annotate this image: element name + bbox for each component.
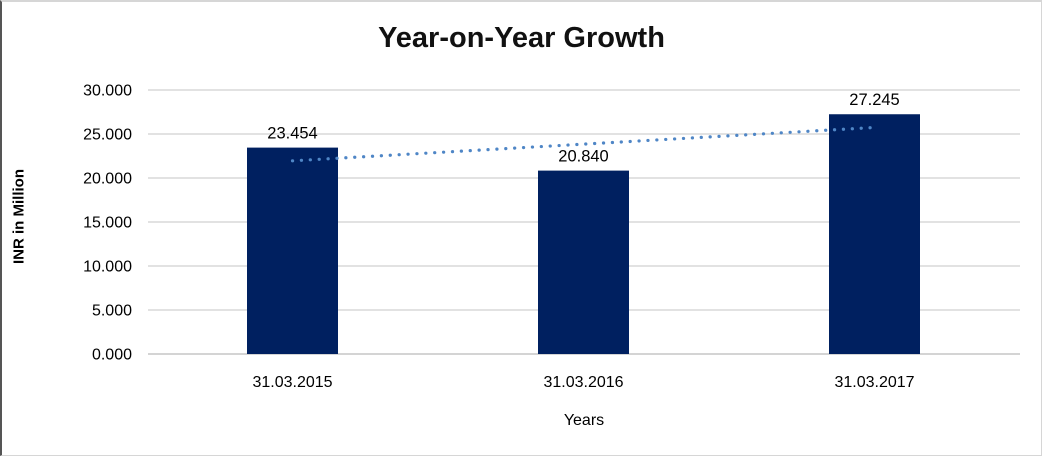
y-tick-label: 20.000: [83, 171, 132, 188]
y-tick-label: 15.000: [83, 215, 132, 232]
trendline: [290, 125, 877, 163]
y-tick-label: 5.000: [92, 303, 132, 320]
bar: [247, 147, 338, 354]
y-tick-label: 25.000: [83, 127, 132, 144]
y-tick-label: 10.000: [83, 259, 132, 276]
x-tick-label: 31.03.2016: [543, 374, 623, 391]
x-tick-label: 31.03.2015: [252, 374, 332, 391]
data-label: 27.245: [849, 91, 899, 109]
data-label: 20.840: [558, 148, 608, 166]
x-tick-label: 31.03.2017: [834, 374, 914, 391]
y-axis-title: INR in Million: [10, 169, 28, 264]
y-tick-label: 0.000: [92, 347, 132, 364]
bar: [538, 170, 629, 354]
data-label: 23.454: [267, 125, 317, 143]
chart-title: Year-on-Year Growth: [378, 22, 665, 54]
bar: [829, 114, 920, 354]
x-axis-title: Years: [563, 412, 605, 429]
y-tick-label: 30.000: [83, 83, 132, 100]
